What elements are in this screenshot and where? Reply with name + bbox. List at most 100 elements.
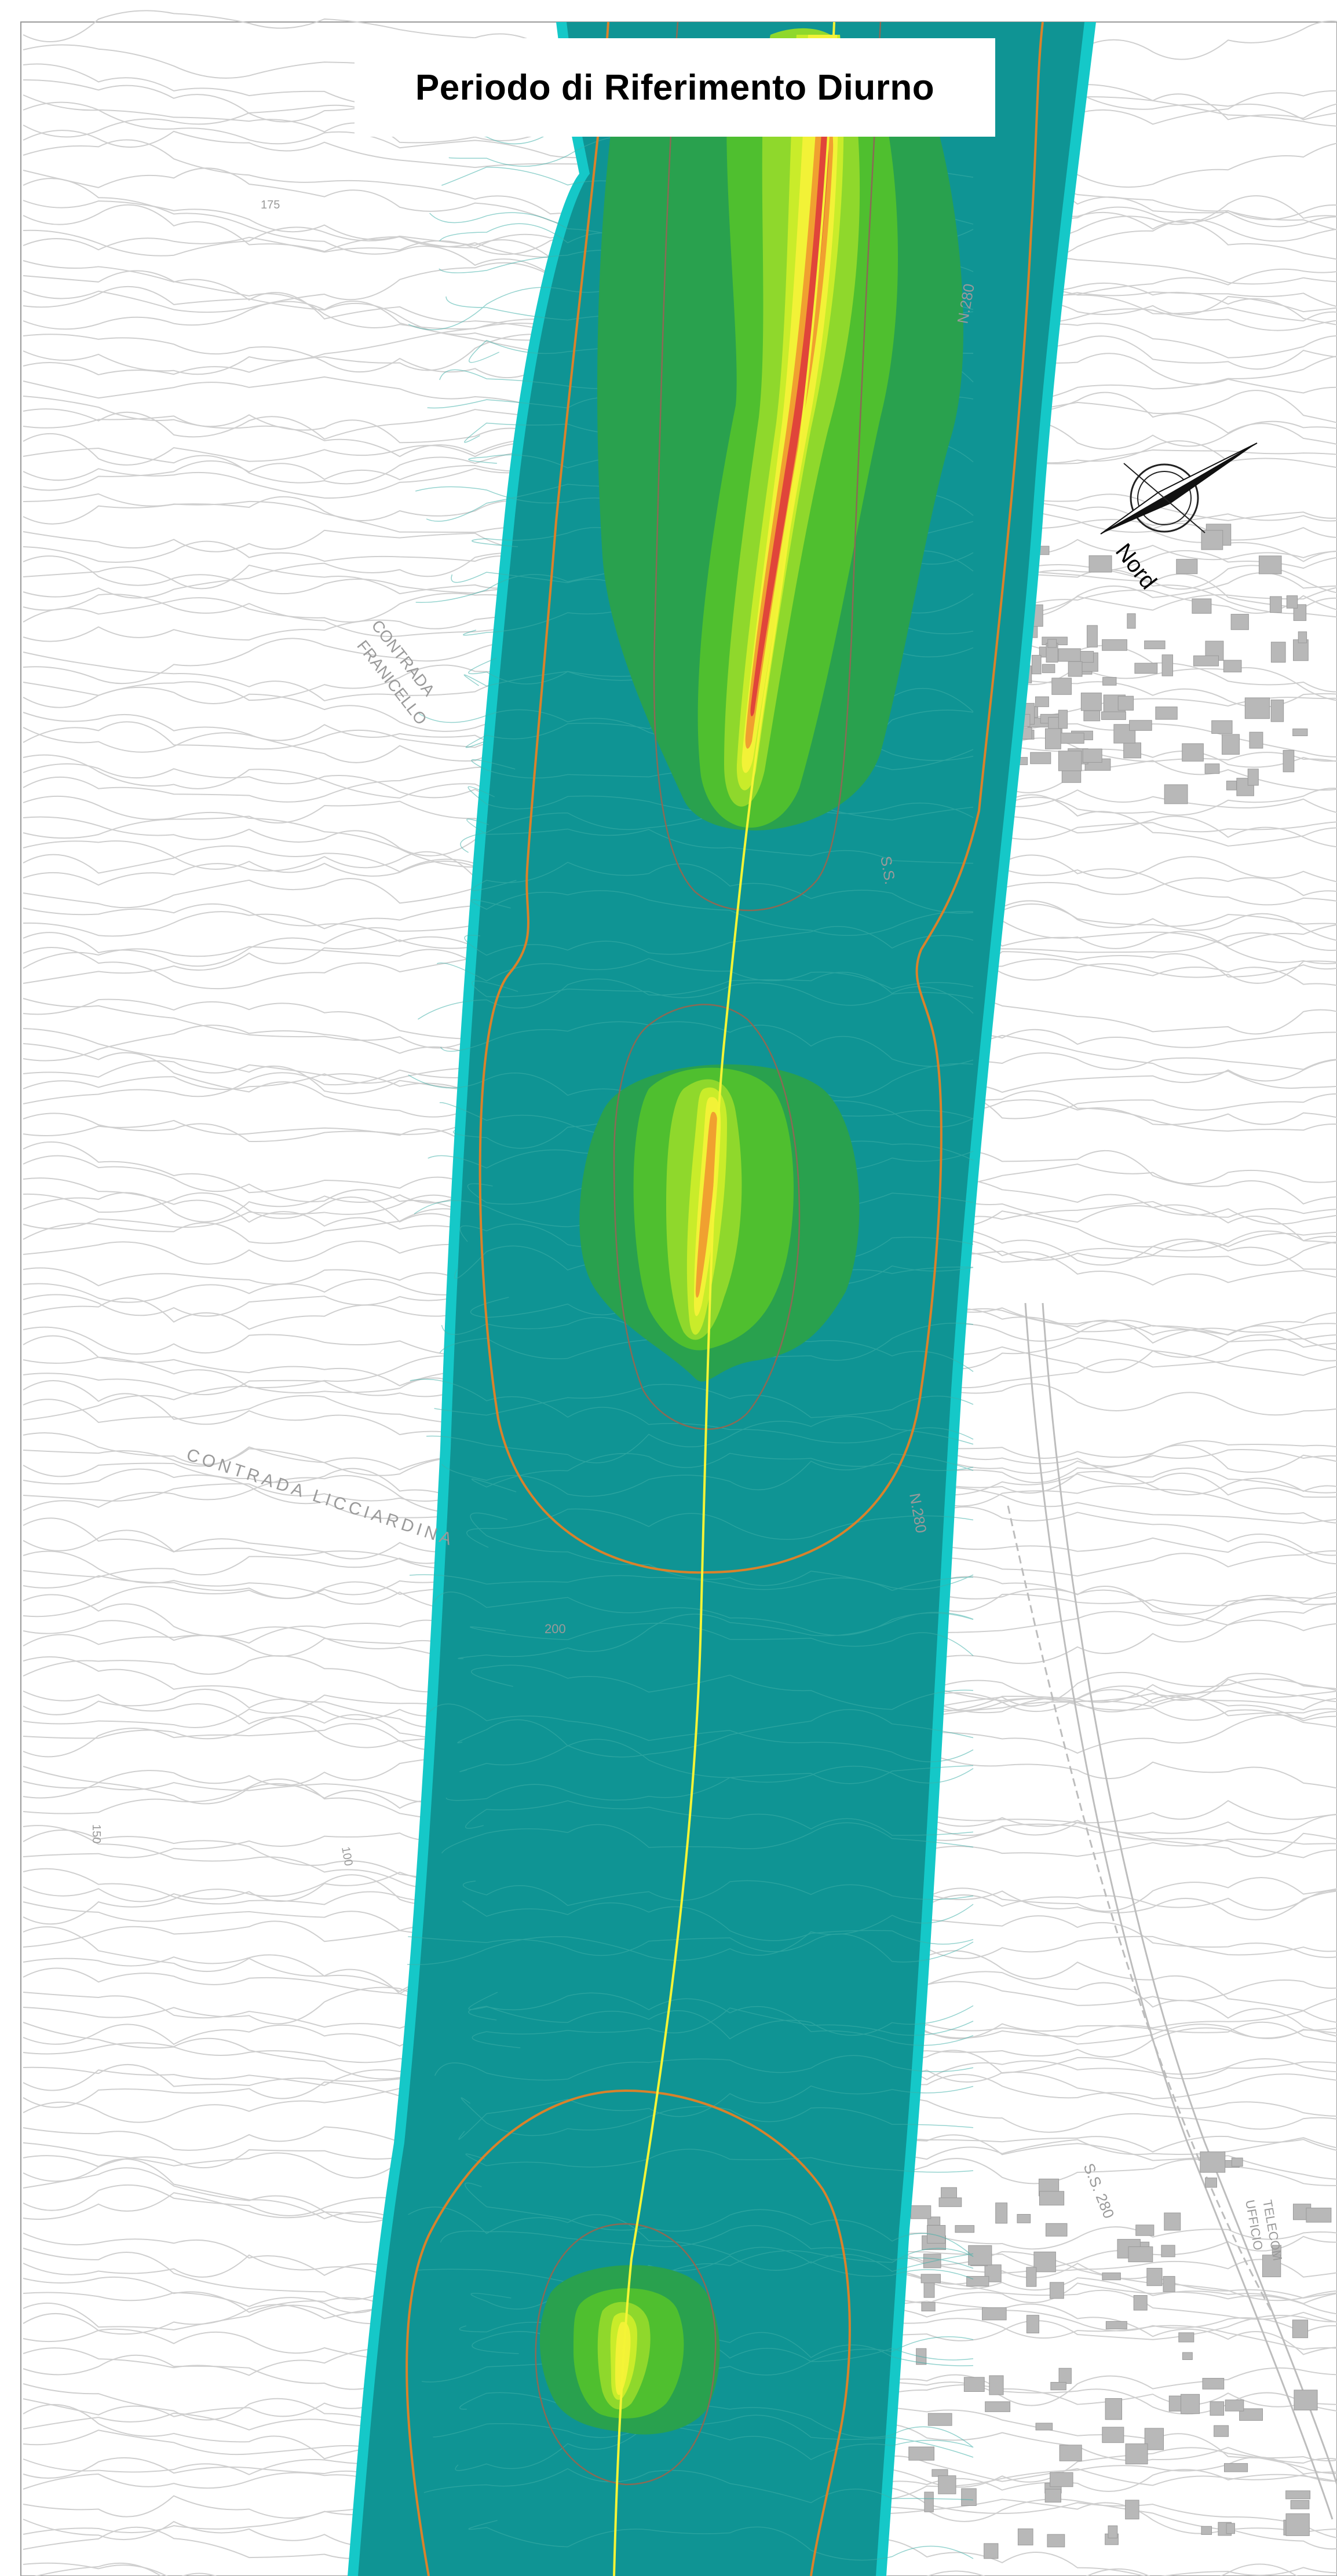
building	[1226, 781, 1237, 791]
building	[1292, 2319, 1309, 2339]
building	[1231, 2157, 1243, 2167]
building	[923, 2282, 935, 2298]
roads	[1007, 1302, 1337, 2520]
band-contour-line	[470, 1664, 974, 1710]
label-contour-150: 150	[90, 1824, 103, 1843]
band-contour-line	[472, 2007, 974, 2048]
building	[1293, 639, 1309, 661]
building	[1225, 2399, 1244, 2412]
building	[1269, 596, 1282, 613]
building	[1161, 654, 1173, 676]
band-contour-line	[418, 972, 974, 1020]
building	[1044, 2489, 1061, 2503]
building	[1102, 639, 1127, 651]
building	[1080, 692, 1102, 711]
building	[1270, 700, 1284, 722]
band-contour-line	[455, 2414, 974, 2471]
building	[1202, 2377, 1225, 2390]
building	[910, 2205, 931, 2219]
band-contour-line	[464, 2182, 974, 2257]
building	[985, 2401, 1011, 2412]
band-contour-line	[440, 2225, 974, 2269]
building	[1101, 711, 1126, 720]
building	[1026, 2267, 1037, 2287]
road-ss280-edge	[1042, 1302, 1337, 2485]
building	[927, 2413, 952, 2426]
building	[1210, 2401, 1225, 2416]
band-contour-line	[466, 1508, 974, 1548]
building	[1182, 743, 1204, 762]
building	[1221, 734, 1240, 755]
building	[1105, 2398, 1123, 2420]
band-contour-line	[410, 1378, 974, 1444]
building	[1223, 660, 1242, 672]
building	[1244, 697, 1270, 719]
building	[1285, 2490, 1311, 2500]
band-contour-line	[434, 2055, 974, 2081]
building	[1049, 2282, 1064, 2299]
building	[1047, 639, 1057, 648]
building	[1083, 710, 1101, 722]
building	[955, 2225, 975, 2233]
building	[1039, 2191, 1065, 2206]
building	[1211, 720, 1233, 734]
building	[1058, 751, 1082, 771]
band-contour-line	[408, 1933, 974, 1963]
band-contour-line	[441, 1453, 974, 1497]
band-contour-line	[440, 1021, 974, 1067]
building	[1050, 2382, 1066, 2391]
building	[1108, 2525, 1118, 2538]
building	[984, 2543, 999, 2559]
building	[989, 2375, 1004, 2395]
building	[1087, 625, 1098, 647]
band-contour-line	[459, 1709, 974, 1772]
boundary-south	[406, 2090, 626, 2576]
building	[1155, 707, 1178, 720]
band-contour-line	[460, 797, 974, 853]
building	[1059, 2445, 1082, 2461]
band-contour-line	[470, 2248, 974, 2310]
band-contour-line	[408, 2207, 974, 2272]
band-contour-line	[461, 2097, 974, 2136]
building	[1128, 2246, 1153, 2263]
building	[1035, 696, 1049, 707]
boundary-north	[478, 21, 1044, 1574]
band-contour-line	[409, 1574, 974, 1591]
label-contour-175: 175	[261, 199, 280, 211]
building	[1133, 2295, 1148, 2311]
building	[1306, 2208, 1332, 2223]
building	[1247, 769, 1259, 786]
building	[1102, 677, 1117, 686]
band-contour-line	[407, 1904, 974, 1966]
building	[1224, 2463, 1248, 2472]
building	[1146, 2268, 1163, 2286]
building	[1205, 2178, 1217, 2188]
building	[1161, 2245, 1175, 2257]
building	[1045, 2223, 1068, 2237]
band-contour-line	[433, 2423, 974, 2460]
band-contour-line	[423, 2468, 974, 2504]
noise-hotspot-middle	[579, 1064, 860, 1382]
building	[908, 2446, 934, 2461]
band-contour-line	[471, 862, 974, 914]
building	[1182, 2352, 1193, 2360]
building	[1294, 2390, 1318, 2411]
band-contour-line	[427, 1703, 974, 1762]
building	[1058, 648, 1081, 662]
band-contour-line	[417, 2255, 974, 2289]
north-arrow-ring	[1130, 463, 1199, 533]
boundary-south-right	[625, 2090, 851, 2576]
building	[995, 2202, 1008, 2224]
building	[1293, 604, 1307, 621]
band-contour-line	[468, 2005, 974, 2040]
band-contour-line	[465, 2149, 974, 2173]
building	[1102, 2427, 1124, 2443]
building	[1042, 664, 1055, 674]
building	[1068, 661, 1083, 677]
band-contour-line	[462, 1900, 974, 1945]
building	[1058, 733, 1084, 744]
building	[1026, 2315, 1039, 2333]
building	[923, 2253, 941, 2268]
noise-hotspot-north	[597, 28, 963, 830]
